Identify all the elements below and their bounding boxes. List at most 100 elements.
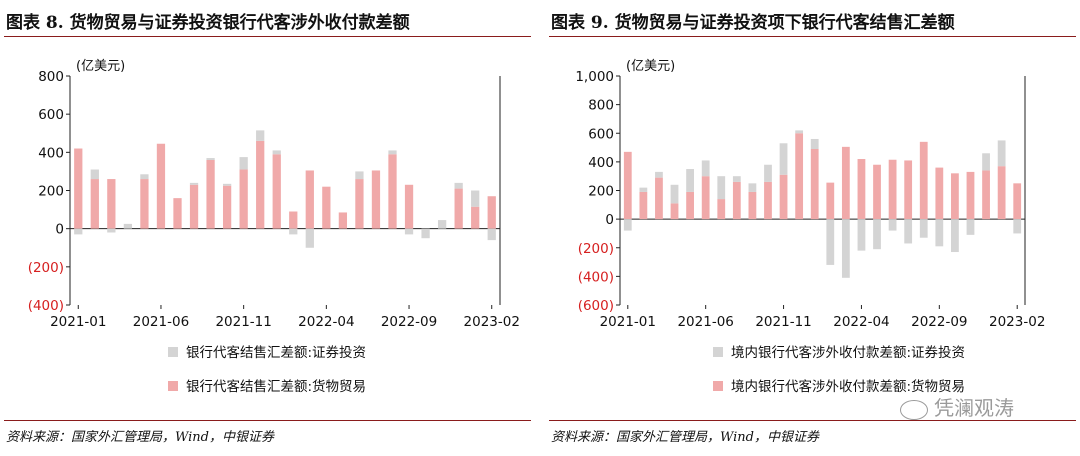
bar-goods-trade [454, 188, 463, 229]
bar-goods-trade [239, 169, 248, 229]
bar-goods-trade [355, 179, 364, 229]
bar-goods-trade [795, 133, 804, 220]
y-tick-label: 400 [38, 145, 64, 161]
bar-securities [670, 184, 679, 204]
bar-securities [904, 219, 913, 244]
bar-goods-trade [966, 171, 975, 220]
bar-goods-trade [338, 212, 348, 229]
bar-securities [272, 150, 281, 155]
y-tick-label: 600 [588, 126, 614, 142]
bar-securities [222, 183, 232, 186]
bar-securities [826, 219, 835, 265]
bar-goods-trade [74, 148, 83, 229]
bar-securities [206, 158, 215, 160]
bar-securities [701, 160, 710, 177]
wechat-icon [900, 399, 928, 420]
bar-securities [404, 228, 414, 235]
bar-securities [717, 176, 726, 200]
bar-goods-trade [639, 191, 648, 220]
bar-goods-trade [997, 166, 1006, 220]
bar-goods-trade [289, 211, 298, 229]
bar-goods-trade [670, 203, 679, 220]
unit-label: (亿美元) [76, 59, 125, 74]
bar-securities [935, 219, 944, 247]
y-tick-label: 200 [588, 184, 614, 200]
x-tick-label: 2023-02 [464, 314, 520, 330]
bar-securities [639, 187, 648, 192]
bar-securities [841, 219, 850, 278]
y-tick-label: (400) [578, 269, 614, 285]
x-tick-label: 2023-02 [989, 314, 1045, 330]
bar-goods-trade [717, 199, 726, 220]
bar-goods-trade [919, 141, 928, 220]
bar-securities [289, 228, 298, 235]
bar-goods-trade [156, 143, 166, 229]
y-tick-label: (200) [578, 241, 614, 257]
bar-securities [421, 228, 430, 239]
bar-goods-trade [810, 148, 819, 220]
bar-goods-trade [655, 177, 663, 220]
y-tick-label: 0 [55, 222, 64, 238]
bar-securities [140, 174, 149, 180]
y-tick-label: 400 [588, 155, 614, 171]
bar-securities [471, 190, 480, 207]
bar-securities [623, 219, 632, 231]
bar-securities [74, 228, 83, 235]
bar-goods-trade [371, 170, 381, 229]
bar-securities [779, 143, 788, 175]
bar-securities [437, 220, 447, 229]
bar-securities [982, 153, 990, 171]
bar-securities [748, 183, 757, 192]
bar-securities [239, 157, 248, 170]
bar-securities [857, 219, 866, 251]
x-tick-label: 2021-01 [600, 314, 656, 330]
bar-securities [966, 219, 975, 235]
bar-goods-trade [873, 164, 881, 220]
bar-goods-trade [471, 206, 480, 229]
bar-securities [189, 182, 199, 185]
bar-securities [256, 130, 265, 141]
y-tick-label: 800 [588, 98, 614, 114]
legend-label: 银行代客结售汇差额:货物贸易 [186, 378, 366, 395]
bar-goods-trade [686, 191, 694, 220]
bar-securities [90, 169, 99, 180]
legend-swatch [168, 347, 178, 357]
bar-securities [686, 169, 694, 192]
source-note: 资料来源：国家外汇管理局，Wind，中银证券 [6, 430, 274, 445]
bar-goods-trade [404, 184, 414, 229]
x-tick-label: 2021-06 [133, 314, 189, 330]
bar-goods-trade [748, 191, 757, 220]
legend-label: 境内银行代客涉外收付款差额:货物贸易 [731, 378, 965, 395]
source-rule [4, 420, 531, 421]
bar-securities [732, 176, 741, 182]
bar-goods-trade [935, 167, 944, 220]
legend-label: 境内银行代客涉外收付款差额:证券投资 [731, 344, 965, 361]
bar-chart: 800 600 400 200 0 (200) (400) (亿美元) 2021-01 2021-… [28, 59, 520, 395]
y-tick-label: (600) [578, 298, 614, 314]
bar-securities [873, 219, 881, 250]
bar-securities [764, 164, 772, 182]
bar-goods-trade [256, 140, 265, 229]
legend-swatch [713, 381, 723, 391]
chart-title: 图表 8. 货物贸易与证券投资银行代客涉外收付款差额 [6, 13, 410, 33]
title-rule [4, 36, 531, 37]
y-tick-label: (400) [28, 298, 64, 314]
legend-label: 银行代客结售汇差额:证券投资 [186, 344, 366, 361]
x-tick-label: 2022-04 [833, 314, 889, 330]
x-tick-label: 2021-11 [215, 314, 271, 330]
bar-goods-trade [857, 159, 866, 220]
bar-goods-trade [140, 179, 149, 229]
bar-goods-trade [904, 160, 913, 220]
bar-goods-trade [189, 184, 199, 229]
chart-title: 图表 9. 货物贸易与证券投资项下银行代客结售汇差额 [551, 13, 955, 33]
x-tick-label: 2021-06 [677, 314, 733, 330]
bar-securities [123, 223, 133, 229]
watermark: 凭澜观涛 [900, 392, 1014, 421]
title-rule [549, 36, 1076, 37]
bar-securities [355, 171, 364, 180]
bar-goods-trade [173, 198, 182, 229]
bar-chart: 1,000 800 600 400 200 0 (200) (400) (600) (亿美元) 20… [575, 59, 1045, 395]
bar-goods-trade [779, 174, 788, 220]
bar-goods-trade [272, 154, 281, 229]
source-rule [549, 420, 1076, 421]
